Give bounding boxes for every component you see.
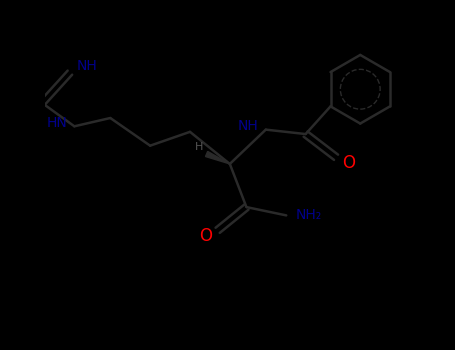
Text: O: O (342, 154, 355, 172)
Polygon shape (206, 152, 230, 164)
Text: NH: NH (76, 59, 97, 73)
Text: HN: HN (46, 116, 67, 130)
Text: H: H (195, 142, 203, 152)
Text: NH₂: NH₂ (295, 208, 322, 222)
Text: O: O (199, 227, 212, 245)
Text: NH: NH (238, 119, 258, 133)
